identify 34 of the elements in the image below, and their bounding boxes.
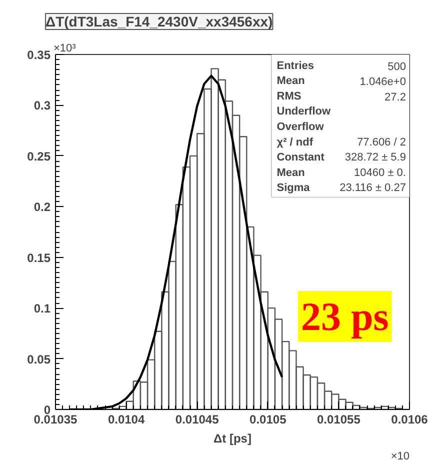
annotation: ×10³ bbox=[54, 42, 76, 54]
annotation: 1.046e+0 bbox=[360, 76, 406, 88]
annotation: χ² / ndf bbox=[276, 136, 314, 148]
annotation: Mean bbox=[276, 166, 306, 179]
annotation: 27.2 bbox=[384, 91, 406, 104]
annotation: Overflow bbox=[276, 121, 324, 134]
x-tick-label: 0.0104 bbox=[108, 412, 145, 426]
y-tick-label: 0.2 bbox=[34, 200, 51, 214]
annotation: 23 ps bbox=[300, 294, 389, 340]
annotation: 10460 ± 0. bbox=[354, 166, 406, 179]
x-tick-label: 0.0105 bbox=[250, 412, 287, 426]
x-tick-label: 0.0106 bbox=[391, 412, 428, 426]
y-tick-label: 0.15 bbox=[27, 250, 51, 265]
x-tick-label: 0.01055 bbox=[317, 412, 361, 426]
chart-title: ΔT(dT3Las_F14_2430V_xx3456xx) bbox=[46, 14, 273, 30]
annotation: RMS bbox=[276, 90, 302, 102]
annotation: Underflow bbox=[276, 106, 331, 118]
x-axis-title: Δt [ps] bbox=[214, 432, 252, 446]
y-tick-label: 0.35 bbox=[27, 48, 51, 62]
x-tick-label: 0.01045 bbox=[175, 412, 220, 426]
annotation: 77.606 / 2 bbox=[357, 136, 406, 148]
x-tick-label: 0.01035 bbox=[34, 412, 78, 426]
annotation: Constant bbox=[276, 152, 325, 164]
y-tick-label: 0.1 bbox=[34, 302, 51, 316]
y-tick-label: 0.05 bbox=[27, 352, 51, 366]
annotation: Entries bbox=[276, 60, 314, 72]
annotation: 328.72 ± 5.9 bbox=[344, 152, 406, 164]
text: ×10 bbox=[390, 450, 410, 462]
annotation: 500 bbox=[388, 60, 406, 73]
annotation: Mean bbox=[276, 75, 306, 88]
y-tick-label: 0.25 bbox=[27, 149, 51, 164]
annotation: Sigma bbox=[276, 182, 311, 194]
annotation: 23.116 ± 0.27 bbox=[340, 182, 406, 194]
y-tick-label: 0.3 bbox=[34, 98, 51, 113]
